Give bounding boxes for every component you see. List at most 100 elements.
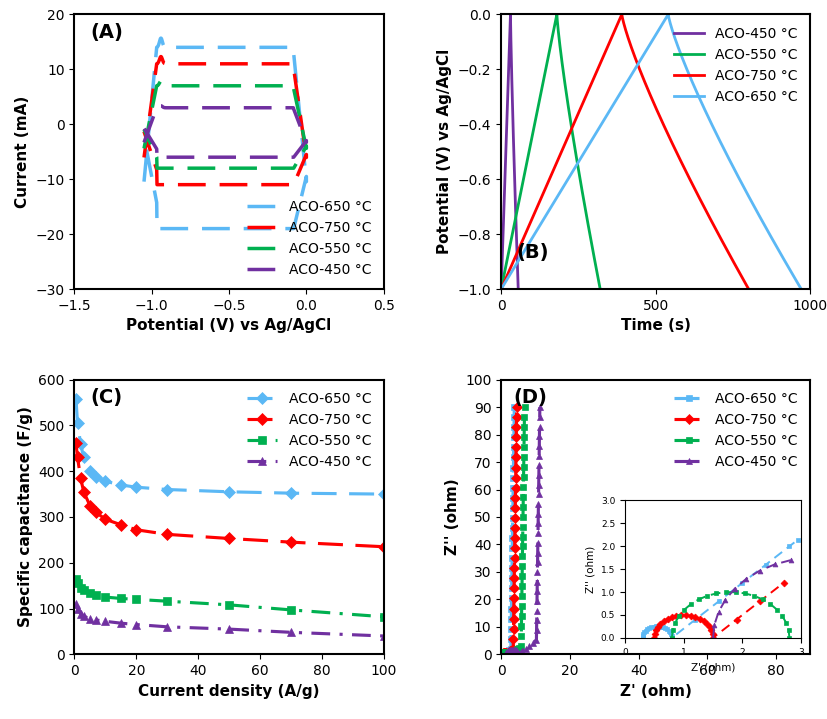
ACO-750 °C	[286, 538, 296, 546]
ACO-450 °C	[501, 649, 511, 658]
ACO-450 °C	[532, 606, 542, 615]
ACO-450 °C	[139, 138, 149, 147]
ACO-750 °C	[85, 501, 95, 510]
ACO-550 °C	[518, 532, 528, 541]
ACO-550 °C	[501, 647, 511, 656]
X-axis label: Z' (ohm): Z' (ohm)	[620, 684, 691, 699]
ACO-450 °C	[510, 646, 520, 654]
ACO-550 °C	[500, 648, 509, 656]
ACO-750 °C	[224, 534, 234, 543]
ACO-650 °C	[499, 650, 509, 659]
ACO-650 °C	[509, 463, 519, 472]
Text: (D): (D)	[514, 388, 547, 407]
ACO-650 °C	[509, 413, 519, 421]
ACO-450 °C	[533, 480, 543, 489]
ACO-450 °C	[517, 647, 527, 656]
ACO-550 °C	[519, 462, 528, 471]
ACO-550 °C	[552, 10, 562, 19]
ACO-650 °C	[773, 246, 783, 255]
ACO-750 °C	[509, 634, 519, 643]
ACO-750 °C	[509, 564, 519, 572]
ACO-550 °C	[139, 144, 149, 152]
ACO-550 °C	[506, 649, 516, 658]
ACO-650 °C	[224, 487, 234, 496]
ACO-750 °C	[512, 403, 522, 411]
ACO-650 °C	[796, 285, 806, 293]
ACO-750 °C	[507, 646, 517, 654]
ACO-450 °C	[504, 646, 514, 654]
Line: ACO-750 °C: ACO-750 °C	[144, 57, 306, 185]
ACO-450 °C	[534, 441, 544, 450]
ACO-750 °C	[496, 285, 506, 293]
ACO-650 °C	[663, 10, 673, 19]
Line: ACO-750 °C: ACO-750 °C	[501, 14, 748, 289]
ACO-750 °C	[509, 604, 519, 613]
Legend: ACO-650 °C, ACO-750 °C, ACO-550 °C, ACO-450 °C: ACO-650 °C, ACO-750 °C, ACO-550 °C, ACO-…	[241, 387, 377, 475]
ACO-450 °C	[502, 104, 512, 112]
ACO-550 °C	[156, 77, 166, 86]
X-axis label: Current density (A/g): Current density (A/g)	[138, 684, 320, 699]
ACO-450 °C	[173, 104, 183, 112]
Line: ACO-650 °C: ACO-650 °C	[501, 14, 801, 289]
ACO-750 °C	[498, 649, 508, 658]
ACO-450 °C	[532, 626, 542, 634]
ACO-650 °C	[509, 433, 519, 441]
ACO-450 °C	[514, 285, 523, 293]
ACO-550 °C	[500, 649, 509, 657]
ACO-650 °C	[497, 650, 507, 659]
ACO-750 °C	[743, 285, 753, 293]
Line: ACO-550 °C: ACO-550 °C	[144, 81, 306, 168]
ACO-650 °C	[85, 467, 95, 475]
ACO-550 °C	[504, 648, 514, 656]
ACO-650 °C	[156, 34, 166, 42]
ACO-650 °C	[73, 419, 83, 428]
ACO-650 °C	[497, 650, 507, 659]
ACO-450 °C	[532, 636, 542, 644]
ACO-450 °C	[289, 153, 299, 162]
ACO-650 °C	[289, 224, 299, 233]
ACO-750 °C	[511, 433, 521, 441]
ACO-750 °C	[79, 487, 88, 496]
ACO-650 °C	[79, 453, 88, 462]
ACO-650 °C	[379, 490, 389, 498]
ACO-650 °C	[204, 224, 214, 233]
ACO-750 °C	[500, 649, 509, 657]
ACO-650 °C	[75, 439, 85, 448]
ACO-550 °C	[517, 582, 527, 590]
ACO-550 °C	[519, 403, 529, 411]
ACO-650 °C	[507, 564, 517, 572]
ACO-750 °C	[695, 194, 705, 203]
ACO-650 °C	[619, 82, 629, 91]
ACO-550 °C	[501, 648, 511, 656]
ACO-450 °C	[528, 638, 538, 647]
ACO-450 °C	[507, 645, 517, 654]
ACO-450 °C	[79, 612, 88, 620]
ACO-550 °C	[162, 597, 172, 605]
ACO-650 °C	[503, 646, 513, 655]
ACO-650 °C	[499, 649, 509, 658]
ACO-750 °C	[509, 594, 519, 603]
Line: ACO-450 °C: ACO-450 °C	[503, 403, 543, 658]
ACO-650 °C	[240, 224, 250, 233]
ACO-450 °C	[286, 628, 296, 636]
ACO-650 °C	[286, 489, 296, 498]
ACO-450 °C	[505, 10, 515, 19]
ACO-750 °C	[512, 413, 522, 421]
ACO-750 °C	[586, 82, 595, 91]
ACO-750 °C	[91, 508, 101, 517]
ACO-450 °C	[224, 625, 234, 633]
ACO-450 °C	[533, 568, 543, 577]
ACO-750 °C	[499, 649, 509, 658]
ACO-550 °C	[533, 104, 543, 112]
ACO-450 °C	[503, 82, 513, 91]
ACO-650 °C	[499, 649, 509, 658]
ACO-750 °C	[500, 649, 510, 657]
ACO-450 °C	[533, 490, 543, 499]
ACO-750 °C	[156, 52, 166, 61]
ACO-450 °C	[501, 650, 511, 659]
ACO-550 °C	[270, 81, 280, 90]
ACO-650 °C	[504, 646, 514, 654]
ACO-450 °C	[534, 461, 544, 470]
ACO-650 °C	[498, 649, 508, 658]
ACO-550 °C	[528, 128, 538, 137]
